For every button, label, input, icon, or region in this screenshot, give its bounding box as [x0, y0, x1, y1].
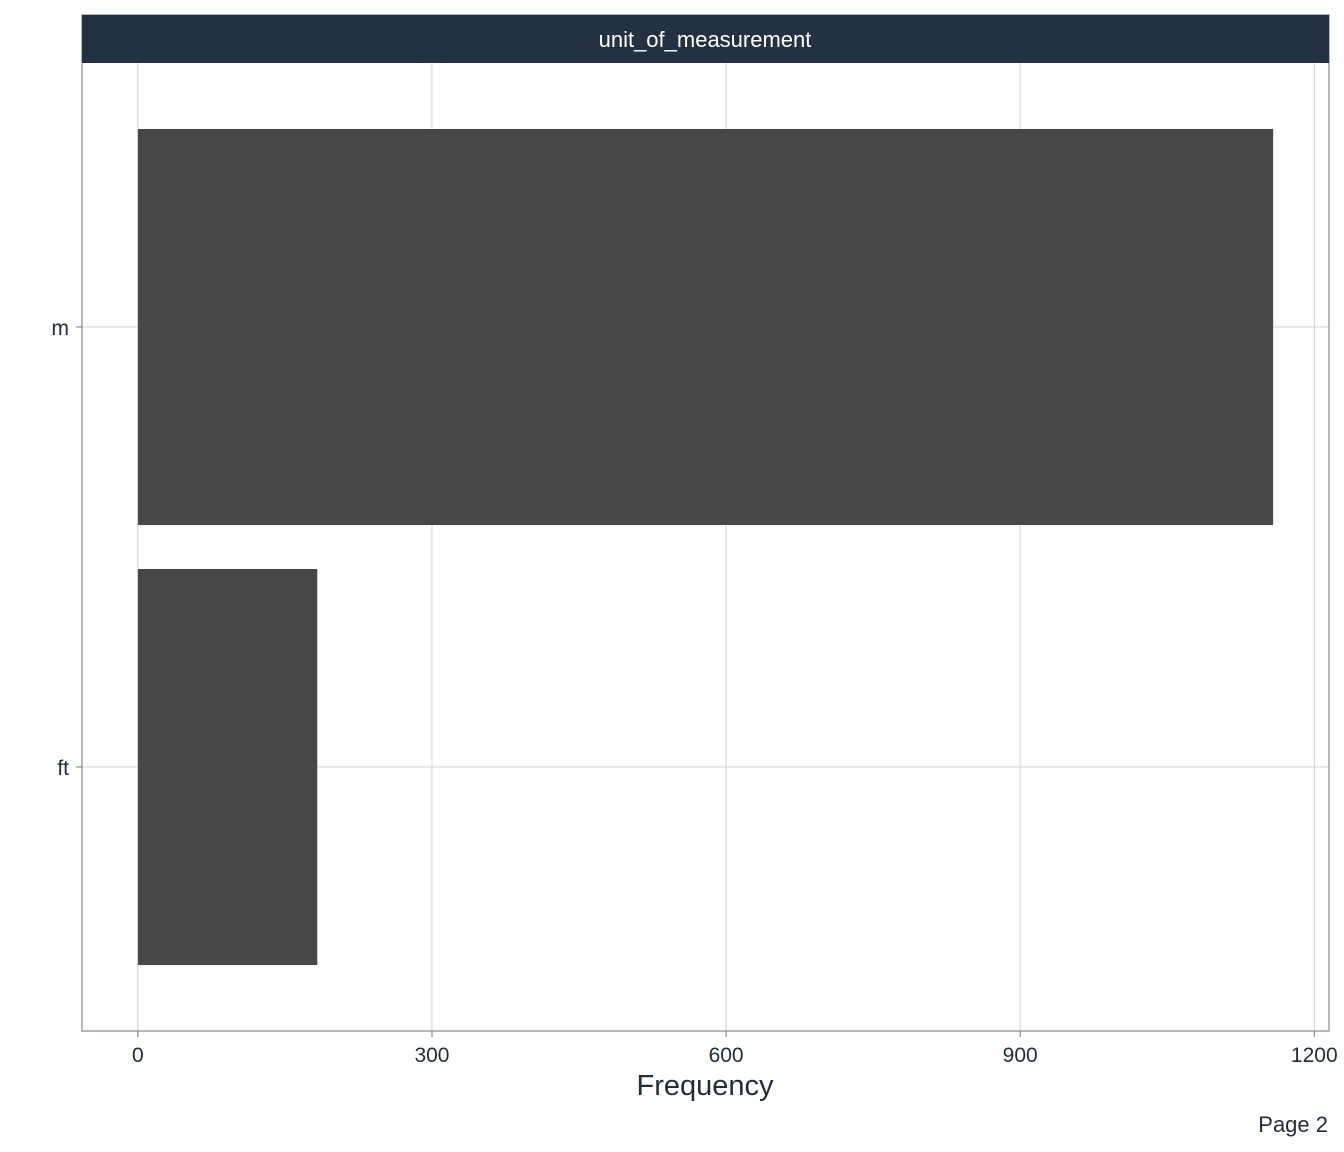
y-tick-label: ft — [57, 757, 69, 780]
x-axis-title: Frequency — [636, 1070, 774, 1102]
bars — [137, 129, 1274, 965]
y-axis: m ft — [52, 317, 82, 780]
x-tick-label: 1200 — [1291, 1044, 1338, 1067]
x-tick-label: 300 — [414, 1044, 449, 1067]
y-tick-label: m — [52, 317, 70, 340]
x-tick-label: 900 — [1003, 1044, 1038, 1067]
facet-strip-title: unit_of_measurement — [599, 27, 812, 52]
bar-ft — [137, 569, 318, 965]
page-number: Page 2 — [1258, 1112, 1328, 1137]
facet-strip — [82, 15, 1329, 63]
x-axis: 0 300 600 900 1200 — [132, 1031, 1338, 1067]
bar-m — [137, 129, 1274, 525]
x-tick-label: 0 — [132, 1044, 144, 1067]
x-tick-label: 600 — [709, 1044, 744, 1067]
